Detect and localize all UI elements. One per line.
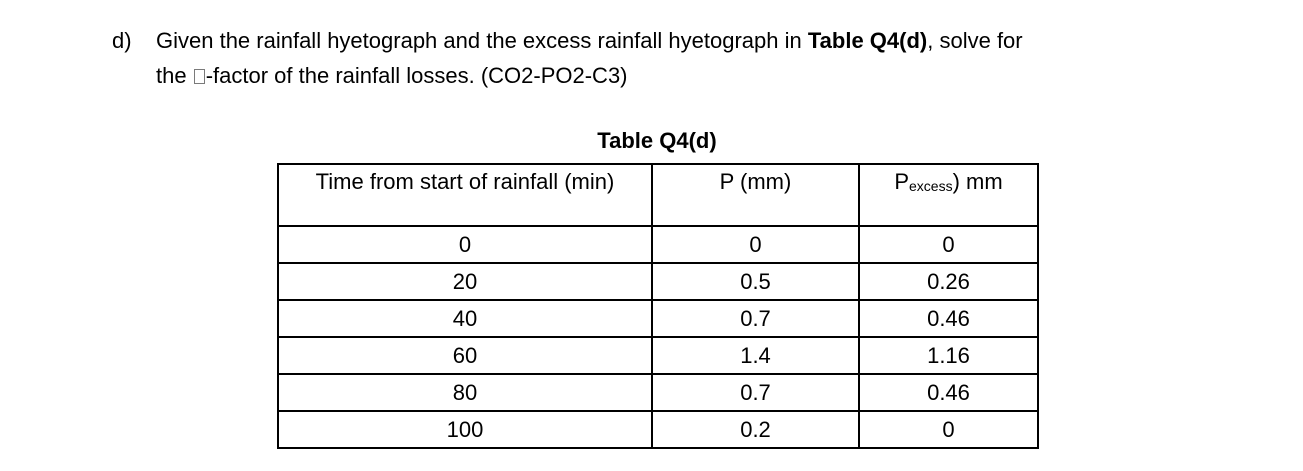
cell-pexcess: 0.46: [858, 373, 1039, 412]
header-time: Time from start of rainfall (min): [277, 163, 653, 227]
cell-time: 20: [277, 262, 653, 301]
cell-p: 0: [651, 225, 860, 264]
table-caption: Table Q4(d): [597, 128, 717, 153]
cell-time: 100: [277, 410, 653, 449]
cell-p: 0.7: [651, 373, 860, 412]
question-text-tail: , solve for: [927, 28, 1023, 53]
question-line-2: the -factor of the rainfall losses. (CO2…: [156, 63, 628, 89]
cell-pexcess: 0: [858, 225, 1039, 264]
question-line-1: d) Given the rainfall hyetograph and the …: [112, 28, 1023, 54]
cell-pexcess: 0: [858, 410, 1039, 449]
table-row: 100 0.2 0: [277, 410, 1039, 449]
cell-p: 1.4: [651, 336, 860, 375]
cell-time: 40: [277, 299, 653, 338]
cell-time: 60: [277, 336, 653, 375]
cell-pexcess: 0.26: [858, 262, 1039, 301]
cell-p: 0.5: [651, 262, 860, 301]
table-row: 40 0.7 0.46: [277, 299, 1039, 338]
header-pexcess: Pexcess) mm: [858, 163, 1039, 227]
cell-p: 0.7: [651, 299, 860, 338]
table-row: 20 0.5 0.26: [277, 262, 1039, 301]
header-pexcess-tail: ) mm: [952, 169, 1003, 194]
question-text: Given the rainfall hyetograph and the ex…: [156, 28, 808, 53]
cell-pexcess: 0.46: [858, 299, 1039, 338]
cell-pexcess: 1.16: [858, 336, 1039, 375]
rainfall-table: Time from start of rainfall (min) P (mm)…: [277, 163, 1039, 449]
header-pexcess-sub: excess: [909, 178, 953, 194]
table-header-row: Time from start of rainfall (min) P (mm)…: [277, 163, 1039, 227]
header-p: P (mm): [651, 163, 860, 227]
cell-time: 80: [277, 373, 653, 412]
question-text-line2-pre: the: [156, 63, 193, 88]
cell-p: 0.2: [651, 410, 860, 449]
question-label: d): [112, 28, 132, 53]
cell-time: 0: [277, 225, 653, 264]
table-reference: Table Q4(d): [807, 28, 928, 53]
table-row: 60 1.4 1.16: [277, 336, 1039, 375]
question-text-line2-post: -factor of the rainfall losses. (CO2-PO2…: [205, 63, 628, 88]
table-row: 80 0.7 0.46: [277, 373, 1039, 412]
header-pexcess-main: P: [894, 169, 909, 194]
missing-glyph-icon: [193, 69, 205, 84]
